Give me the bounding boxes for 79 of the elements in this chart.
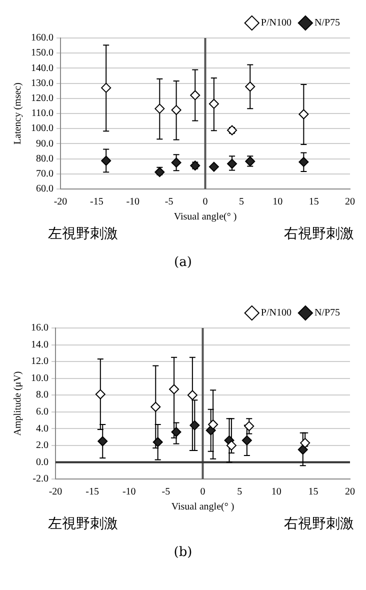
text: 左視野刺激: [48, 515, 118, 533]
x-tick-label: -20: [48, 486, 62, 498]
y-tick-label: 80.0: [36, 153, 54, 164]
point: [154, 104, 165, 114]
y-tick-label: 120.0: [31, 93, 54, 104]
point: [190, 90, 200, 100]
point: [98, 436, 108, 446]
point: [152, 437, 163, 448]
x-axis-title: Visual angle(° ): [174, 212, 237, 223]
point: [150, 402, 161, 412]
legend-label: N/P75: [314, 18, 340, 29]
y-tick-label: 110.0: [31, 108, 54, 120]
x-tick-label: -10: [122, 486, 136, 498]
x-tick-label: 10: [272, 196, 283, 208]
y-tick-label: 150.0: [31, 48, 54, 59]
y-tick-label: 12.0: [31, 356, 48, 368]
point: [208, 98, 219, 109]
y-tick-label: 130.0: [31, 78, 54, 89]
legend-label: P/N100: [260, 308, 292, 319]
text: 左視野刺激: [48, 225, 118, 243]
point: [298, 109, 309, 120]
x-tick-label: -15: [90, 196, 104, 208]
x-tick-label: 20: [345, 196, 355, 208]
y-tick-label: 16.0: [31, 322, 48, 334]
point: [298, 444, 308, 455]
point: [95, 389, 106, 400]
point: [227, 158, 238, 169]
point: [171, 158, 182, 168]
x-tick-label: -10: [126, 196, 140, 208]
text: (b): [172, 545, 194, 560]
x-tick-label: 5: [237, 486, 242, 498]
x-tick-label: -15: [86, 486, 99, 498]
legend-label: P/N100: [260, 18, 292, 29]
point: [208, 419, 218, 430]
point: [226, 440, 236, 450]
point: [101, 82, 112, 93]
point: [300, 438, 310, 448]
point: [245, 82, 256, 92]
point: [187, 390, 198, 400]
point: [208, 162, 219, 172]
point: [298, 156, 309, 167]
y-tick-label: 90.0: [36, 138, 54, 150]
y-tick-label: -2.0: [32, 474, 48, 485]
y-axis-title: Amplitude (μV): [12, 371, 24, 436]
y-tick-label: 160.0: [31, 32, 54, 44]
x-tick-label: 0: [202, 196, 208, 208]
text: 右視野刺激: [284, 515, 354, 533]
x-tick-label: 15: [308, 196, 319, 208]
text: 右視野刺激: [284, 225, 354, 243]
legend-label: N/P75: [314, 308, 340, 319]
x-tick-label: -5: [162, 486, 170, 498]
x-tick-label: -20: [54, 196, 68, 208]
y-tick-label: 2.0: [36, 440, 48, 452]
point: [171, 427, 182, 438]
text: (a): [173, 255, 193, 270]
x-tick-label: -5: [164, 196, 174, 208]
point: [244, 421, 254, 432]
point: [242, 435, 252, 446]
y-tick-label: 8.0: [36, 390, 48, 401]
point: [101, 156, 112, 166]
y-tick-label: 14.0: [31, 339, 48, 350]
x-axis-title: Visual angle(° ): [171, 502, 234, 513]
y-axis-title: Latency (msec): [12, 82, 24, 144]
x-tick-label: 10: [271, 486, 282, 498]
y-tick-label: 140.0: [31, 62, 54, 74]
point: [190, 420, 200, 430]
x-tick-label: 20: [345, 486, 355, 498]
point: [171, 105, 182, 116]
y-tick-label: 70.0: [36, 168, 54, 180]
x-tick-label: 0: [200, 486, 206, 498]
y-tick-label: 10.0: [31, 372, 48, 384]
x-tick-label: 15: [308, 486, 318, 498]
x-tick-label: 5: [238, 196, 244, 208]
y-tick-label: 0.0: [36, 456, 48, 468]
point: [169, 384, 180, 394]
y-tick-label: 4.0: [36, 423, 48, 434]
y-tick-label: 60.0: [36, 184, 54, 195]
y-tick-label: 100.0: [31, 123, 54, 134]
y-tick-label: 6.0: [36, 406, 48, 418]
